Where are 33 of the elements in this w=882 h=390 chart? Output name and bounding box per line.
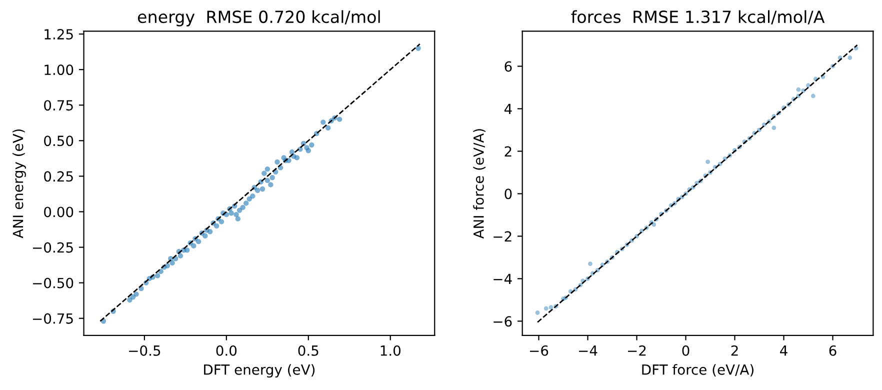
y-tick-label: 4 [504,104,512,114]
y-tick-label: 1.00 [44,64,74,76]
y-tick-label: −0.25 [32,242,73,253]
x-tick-label: 0.5 [298,345,318,356]
y-axis-title: ANI force (eV/A) [473,129,486,239]
x-tick-label: −4 [578,346,598,356]
y-tick-label: 0.00 [44,206,74,218]
x-tick-label: −0.5 [129,345,160,356]
x-tick-label: −2 [628,345,646,356]
chart-title: forces RMSE 1.317 kcal/mol/A [571,10,825,24]
y-tick-label: 1.25 [44,29,73,40]
y-tick-label: 0.50 [44,136,74,146]
x-axis-title: DFT force (eV/A) [642,364,754,377]
x-axis-title: DFT energy (eV) [204,364,315,378]
x-tick-label: 0.0 [216,345,237,356]
x-tick-label: 6 [829,345,836,356]
y-tick-label: −4 [494,274,512,284]
y-tick-label: 0.75 [44,100,73,111]
y-tick-label: −0.75 [32,313,73,324]
x-tick-label: 1.0 [380,345,400,356]
y-tick-label: −0.50 [32,278,74,288]
y-tick-label: 0.25 [44,171,73,182]
y-tick-label: −2 [494,231,512,242]
y-tick-label: 6 [504,61,512,72]
y-tick-label: 0 [504,188,512,200]
chart-title: energy RMSE 0.720 kcal/mol [138,10,380,26]
x-tick-label: 4 [780,346,788,356]
y-axis-title: ANI energy (eV) [12,129,26,238]
x-tick-label: 2 [731,345,738,356]
y-tick-label: −6 [494,316,512,327]
x-tick-label: −6 [530,345,548,356]
y-tick-label: 2 [504,146,512,156]
x-tick-label: 0 [682,345,690,356]
